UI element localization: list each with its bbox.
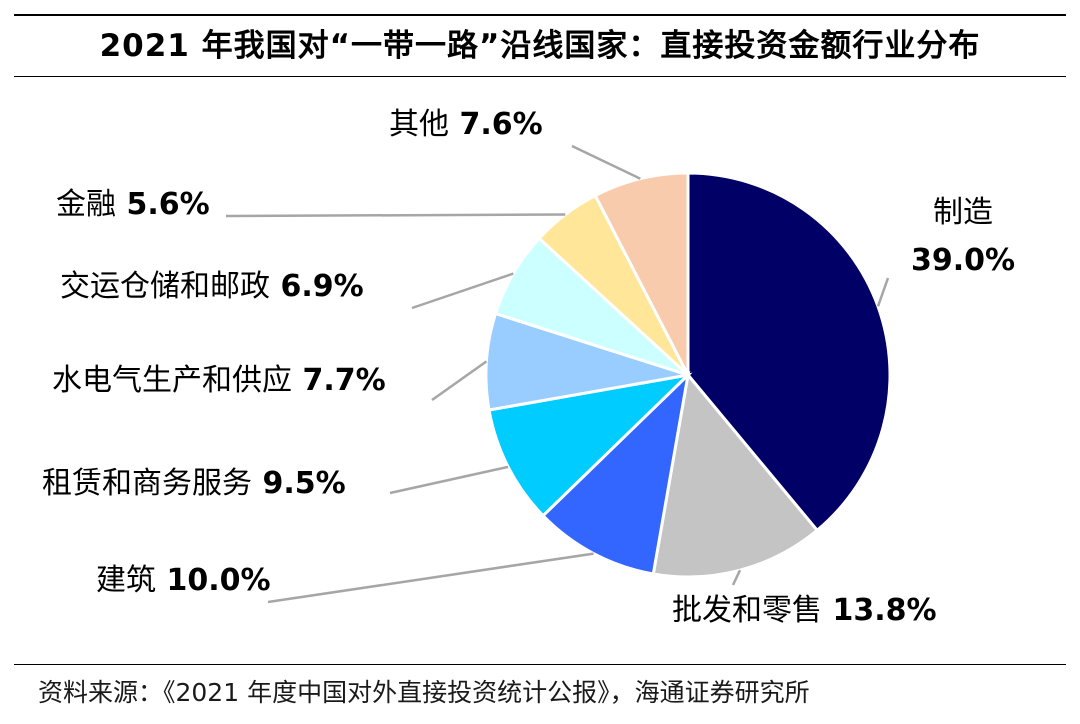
leader-line-5 — [431, 360, 488, 402]
pie-slice-5 — [484, 311, 689, 412]
pie-slice-2 — [651, 371, 820, 579]
leader-line-1 — [876, 277, 890, 307]
slice-category-8: 其他 — [389, 107, 449, 142]
slice-label-5: 水电气生产和供应 7.7% — [52, 363, 386, 398]
slice-category-3: 建筑 — [96, 563, 156, 598]
slice-percent-8: 7.6% — [449, 107, 543, 142]
slice-percent-2: 13.8% — [822, 593, 937, 628]
slice-percent-3: 10.0% — [156, 563, 271, 598]
pie-slice-8 — [593, 171, 690, 376]
leader-lines — [225, 144, 890, 604]
leader-line-2 — [731, 569, 742, 586]
leader-line-7 — [225, 213, 566, 218]
pie-slice-3 — [540, 370, 691, 576]
slice-category-6: 交运仓储和邮政 — [60, 269, 270, 304]
leader-line-6 — [411, 272, 514, 310]
leader-line-4 — [389, 465, 509, 495]
title-rule — [14, 76, 1066, 77]
slice-label-7: 金融 5.6% — [56, 187, 210, 222]
slice-label-2: 批发和零售 13.8% — [672, 593, 937, 628]
chart-title: 2021 年我国对“一带一路”沿线国家：直接投资金额行业分布 — [99, 28, 981, 64]
slice-category-2: 批发和零售 — [672, 593, 822, 628]
slice-labels: 制造 39.0% 批发和零售 13.8% 建筑 10.0% 租赁和商务服务 9.5% 水电… — [42, 107, 1015, 628]
slice-label-1-line-1: 制造 — [933, 195, 993, 230]
slice-category-7: 金融 — [56, 187, 116, 222]
bottom-rule — [14, 664, 1066, 665]
top-rule — [14, 14, 1066, 16]
slice-label-4: 租赁和商务服务 9.5% — [42, 466, 346, 501]
pie-slices — [484, 171, 892, 579]
slice-label-8: 其他 7.6% — [389, 107, 543, 142]
leader-line-3 — [267, 552, 594, 604]
pie-slice-4 — [487, 372, 693, 518]
slice-category-4: 租赁和商务服务 — [42, 466, 252, 501]
slice-percent-6: 6.9% — [270, 269, 364, 304]
leader-line-8 — [571, 144, 641, 180]
slice-label-3: 建筑 10.0% — [96, 563, 271, 598]
pie-slice-1 — [686, 171, 892, 533]
slice-category-5: 水电气生产和供应 — [52, 363, 292, 398]
slice-percent-4: 9.5% — [252, 466, 346, 501]
slice-label-6: 交运仓储和邮政 6.9% — [60, 269, 364, 304]
slice-category-1: 制造 — [933, 195, 993, 230]
slice-label-1-line-2: 39.0% — [911, 243, 1015, 278]
slice-percent-5: 7.7% — [292, 363, 386, 398]
slice-percent-1: 39.0% — [911, 243, 1015, 278]
slice-percent-7: 5.6% — [116, 187, 210, 222]
source-note: 资料来源：《2021 年度中国对外直接投资统计公报》，海通证券研究所 — [38, 678, 810, 707]
